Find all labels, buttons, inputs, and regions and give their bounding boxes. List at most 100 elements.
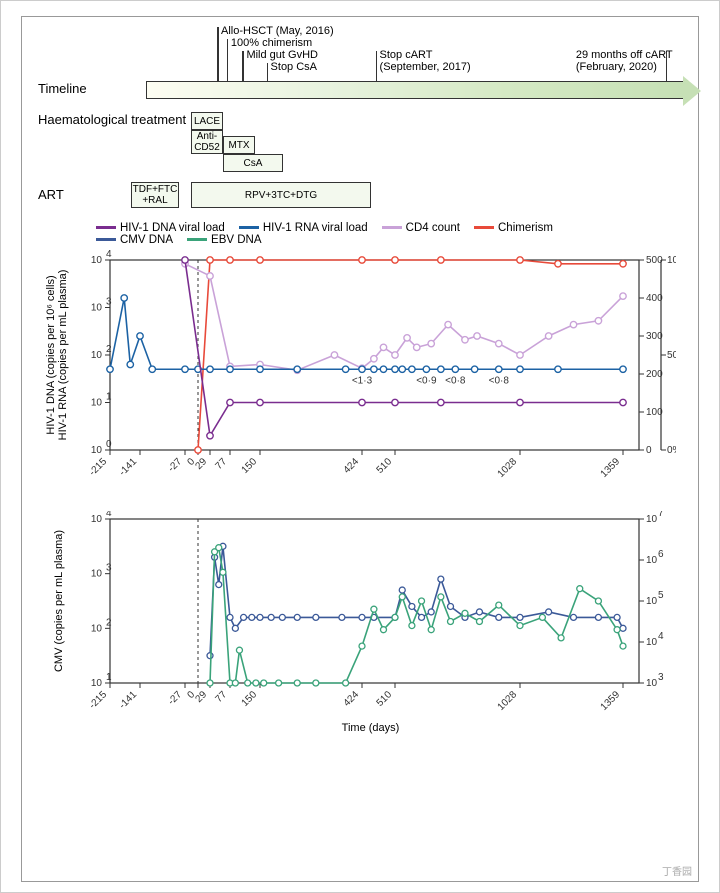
timeline-event-label: Mild gut GvHD	[246, 49, 318, 61]
svg-text:10: 10	[646, 637, 658, 648]
svg-text:424: 424	[342, 689, 362, 709]
svg-text:3: 3	[658, 672, 664, 683]
svg-text:1: 1	[106, 672, 112, 683]
svg-text:-27: -27	[166, 689, 184, 707]
svg-text:0: 0	[106, 439, 112, 450]
svg-text:4: 4	[106, 250, 112, 260]
treatment-box: MTX	[223, 136, 255, 154]
legend-swatch	[96, 238, 116, 241]
svg-text:-215: -215	[87, 689, 109, 711]
timeline-tick	[242, 51, 244, 81]
svg-text:6: 6	[658, 549, 664, 560]
haem-label: Haematological treatment	[38, 112, 186, 128]
timeline-event-label: 29 months off cART (February, 2020)	[576, 49, 673, 73]
timeline-tick	[227, 39, 229, 81]
svg-text:400: 400	[646, 293, 663, 304]
svg-text:10: 10	[91, 623, 103, 634]
svg-text:3: 3	[106, 563, 112, 574]
haem-section: Haematological treatment LACEAnti- CD52M…	[36, 112, 684, 176]
treatment-box: LACE	[191, 112, 223, 130]
legend: HIV-1 DNA viral load HIV-1 RNA viral load…	[96, 222, 684, 246]
svg-text:10: 10	[91, 398, 103, 409]
svg-text:77: 77	[213, 689, 229, 705]
svg-text:CMV (copies per mL plasma): CMV (copies per mL plasma)	[53, 530, 65, 672]
svg-text:200: 200	[646, 369, 663, 380]
svg-text:510: 510	[375, 456, 395, 476]
svg-text:100: 100	[646, 407, 663, 418]
svg-text:<0·8: <0·8	[489, 375, 510, 386]
svg-text:10: 10	[646, 678, 658, 689]
svg-text:0: 0	[646, 445, 652, 456]
svg-text:7: 7	[658, 511, 664, 519]
svg-text:29: 29	[193, 456, 209, 472]
svg-text:10: 10	[91, 350, 103, 361]
chart2-svg: 101102103104103104105106107-215-141-2702…	[36, 511, 676, 751]
svg-text:10: 10	[91, 514, 103, 525]
watermark: 丁香园	[662, 863, 692, 878]
svg-text:10: 10	[91, 255, 103, 266]
svg-text:300: 300	[646, 331, 663, 342]
legend-item: EBV DNA	[187, 234, 262, 246]
svg-text:HIV-1 RNA (copies per mL plasm: HIV-1 RNA (copies per mL plasma)	[57, 270, 69, 441]
timeline-arrowhead	[683, 76, 701, 106]
figure-frame: Timeline Allo-HSCT (May, 2016)100% chime…	[21, 16, 699, 882]
chart1-svg: 10010110210310401002003004005000%50%100%…	[36, 250, 676, 505]
timeline-event-label: Stop CsA	[271, 61, 317, 73]
svg-text:1359: 1359	[599, 689, 623, 713]
legend-item: CMV DNA	[96, 234, 173, 246]
svg-text:2: 2	[106, 617, 112, 628]
legend-item: CD4 count	[382, 222, 460, 234]
svg-text:10: 10	[91, 569, 103, 580]
treatment-box: CsA	[223, 154, 283, 172]
legend-swatch	[382, 226, 402, 229]
timeline-event-label: Stop cART (September, 2017)	[380, 49, 471, 73]
svg-text:4: 4	[658, 631, 664, 642]
svg-text:-27: -27	[166, 456, 184, 474]
svg-text:Time (days): Time (days)	[342, 722, 400, 734]
treatment-box: Anti- CD52	[191, 130, 223, 154]
legend-item: HIV-1 DNA viral load	[96, 222, 225, 234]
treatment-box: RPV+3TC+DTG	[191, 182, 371, 208]
svg-text:1359: 1359	[599, 456, 623, 480]
treatment-box: TDF+FTC +RAL	[131, 182, 179, 208]
legend-swatch	[187, 238, 207, 241]
legend-swatch	[474, 226, 494, 229]
svg-text:10: 10	[91, 303, 103, 314]
svg-text:29: 29	[193, 689, 209, 705]
timeline-event-label: 100% chimerism	[231, 37, 312, 49]
svg-text:<1·3: <1·3	[352, 375, 373, 386]
legend-swatch	[239, 226, 259, 229]
svg-text:100%: 100%	[667, 255, 676, 266]
svg-text:<0·8: <0·8	[445, 375, 466, 386]
svg-text:-215: -215	[87, 456, 109, 478]
svg-text:3: 3	[106, 297, 112, 308]
svg-text:4: 4	[106, 511, 112, 519]
art-section: ART TDF+FTC +RAL RPV+3TC+DTG	[36, 182, 684, 216]
timeline-section: Timeline Allo-HSCT (May, 2016)100% chime…	[36, 27, 684, 112]
svg-text:50%: 50%	[667, 350, 676, 361]
svg-text:424: 424	[342, 456, 362, 476]
svg-text:-141: -141	[117, 456, 139, 478]
legend-item: HIV-1 RNA viral load	[239, 222, 368, 234]
timeline-tick	[217, 27, 219, 81]
svg-text:10: 10	[646, 514, 658, 525]
art-label: ART	[38, 187, 64, 203]
svg-text:5: 5	[658, 590, 664, 601]
svg-text:2: 2	[106, 344, 112, 355]
timeline-bar	[146, 81, 686, 99]
svg-text:10: 10	[646, 555, 658, 566]
svg-text:500: 500	[646, 255, 663, 266]
svg-text:10: 10	[91, 445, 103, 456]
svg-text:1: 1	[106, 392, 112, 403]
svg-text:150: 150	[240, 689, 260, 709]
svg-text:-141: -141	[117, 689, 139, 711]
svg-text:0%: 0%	[667, 445, 676, 456]
svg-text:HIV-1 DNA (copies per 10⁶ cell: HIV-1 DNA (copies per 10⁶ cells)	[45, 275, 57, 434]
svg-text:510: 510	[375, 689, 395, 709]
chart-hiv-cd4: 10010110210310401002003004005000%50%100%…	[36, 250, 684, 505]
svg-text:<0·9: <0·9	[416, 375, 437, 386]
timeline-label: Timeline	[38, 81, 87, 96]
svg-text:77: 77	[213, 456, 229, 472]
timeline-tick	[376, 51, 378, 81]
page: Timeline Allo-HSCT (May, 2016)100% chime…	[0, 0, 720, 893]
